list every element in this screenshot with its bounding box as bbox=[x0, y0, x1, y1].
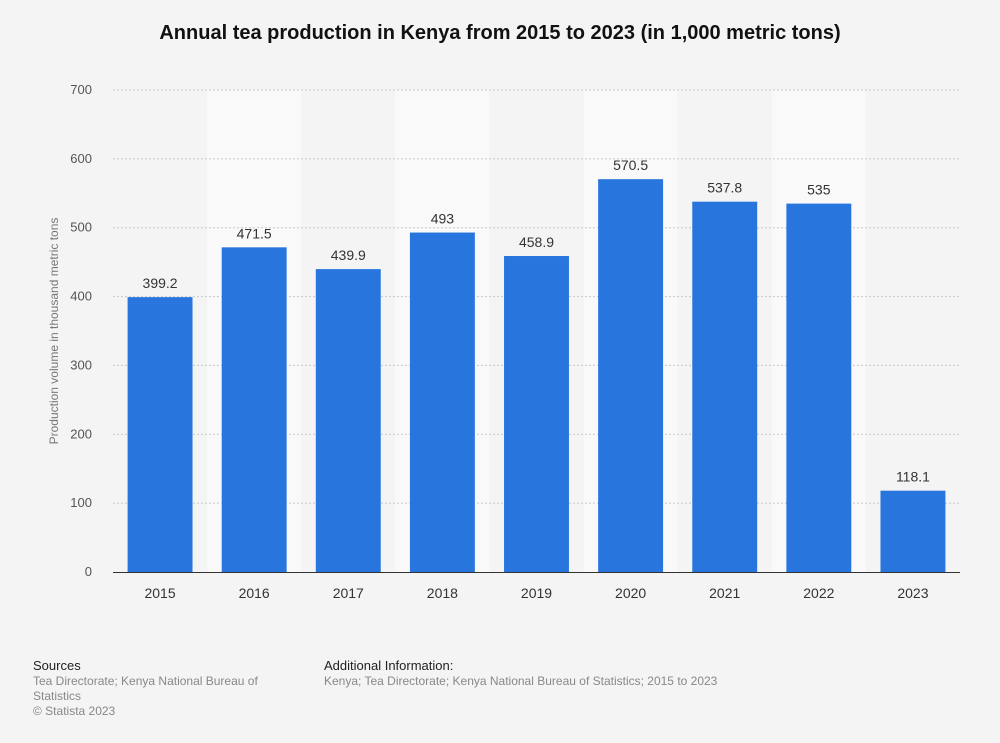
data-label-2023: 118.1 bbox=[896, 469, 930, 485]
bar-2017[interactable] bbox=[315, 269, 381, 572]
y-tick-label: 400 bbox=[70, 289, 92, 304]
data-label-2018: 493 bbox=[431, 211, 455, 227]
y-tick-label: 200 bbox=[70, 426, 92, 441]
bar-2022[interactable] bbox=[786, 203, 852, 572]
y-axis: 0 100 200 300 400 500 600 700 bbox=[70, 82, 92, 579]
additional-info-block: Additional Information: Kenya; Tea Direc… bbox=[324, 658, 824, 689]
bar-2015[interactable] bbox=[127, 297, 193, 572]
data-label-2022: 535 bbox=[807, 182, 831, 198]
y-tick-label: 700 bbox=[70, 82, 92, 97]
data-label-2019: 458.9 bbox=[519, 234, 554, 250]
bar-2020[interactable] bbox=[598, 179, 664, 573]
data-label-2021: 537.8 bbox=[707, 180, 742, 196]
x-tick-label-2021: 2021 bbox=[709, 585, 740, 601]
sources-block: Sources Tea Directorate; Kenya National … bbox=[33, 658, 293, 719]
x-tick-label-2023: 2023 bbox=[897, 585, 928, 601]
x-tick-label-2016: 2016 bbox=[239, 585, 270, 601]
x-tick-label-2020: 2020 bbox=[615, 585, 646, 601]
additional-info-heading: Additional Information: bbox=[324, 658, 454, 673]
bars bbox=[127, 179, 946, 573]
y-tick-label: 300 bbox=[70, 357, 92, 372]
data-labels: 399.2 471.5 439.9 493 458.9 570.5 537.8 535 118.… bbox=[143, 157, 931, 485]
y-tick-label: 600 bbox=[70, 151, 92, 166]
bar-2021[interactable] bbox=[692, 201, 758, 572]
y-tick-label: 500 bbox=[70, 220, 92, 235]
y-axis-label: Production volume in thousand metric ton… bbox=[47, 218, 61, 445]
bar-2018[interactable] bbox=[409, 232, 475, 572]
x-axis: 2015 2016 2017 2018 2019 2020 2021 2022 2023 bbox=[113, 572, 960, 601]
bar-2016[interactable] bbox=[221, 247, 287, 573]
x-tick-label-2019: 2019 bbox=[521, 585, 552, 601]
data-label-2015: 399.2 bbox=[143, 275, 178, 291]
x-tick-label-2022: 2022 bbox=[803, 585, 834, 601]
sources-heading: Sources bbox=[33, 658, 81, 673]
copyright-text: © Statista 2023 bbox=[33, 704, 116, 718]
bar-2023[interactable] bbox=[880, 490, 946, 572]
y-tick-label: 100 bbox=[70, 495, 92, 510]
data-label-2017: 439.9 bbox=[331, 247, 366, 263]
data-label-2020: 570.5 bbox=[613, 157, 648, 173]
y-tick-label: 0 bbox=[85, 564, 92, 579]
chart-title: Annual tea production in Kenya from 2015… bbox=[159, 22, 841, 44]
bar-2019[interactable] bbox=[504, 256, 569, 572]
x-tick-label-2015: 2015 bbox=[144, 585, 175, 601]
x-tick-label-2018: 2018 bbox=[427, 585, 458, 601]
sources-text: Tea Directorate; Kenya National Bureau o… bbox=[33, 674, 258, 703]
x-tick-label-2017: 2017 bbox=[333, 585, 364, 601]
additional-info-text: Kenya; Tea Directorate; Kenya National B… bbox=[324, 674, 718, 688]
data-label-2016: 471.5 bbox=[237, 225, 272, 241]
